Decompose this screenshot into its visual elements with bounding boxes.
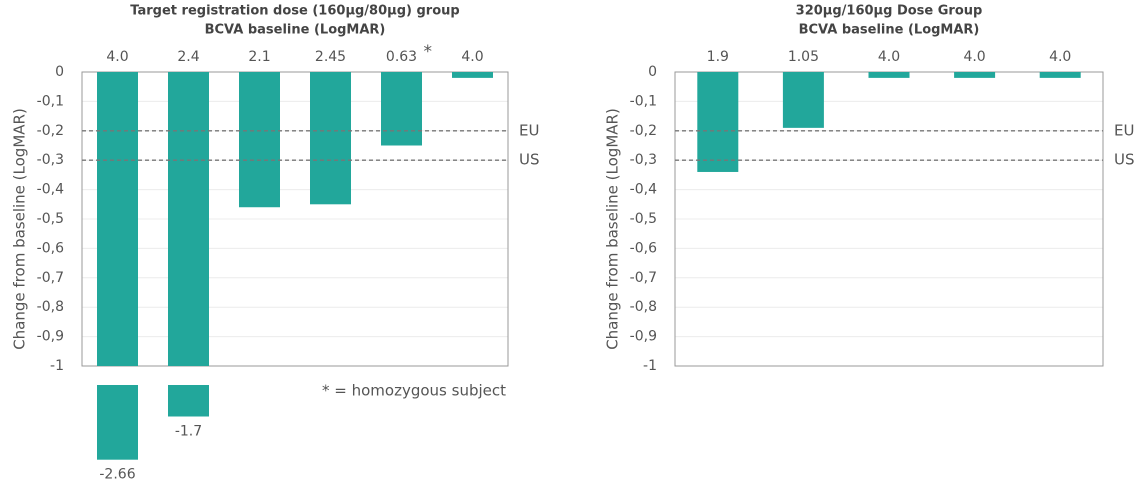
y-axis-label: Change from baseline (LogMAR) [11, 108, 29, 350]
y-tick-label: -0,5 [630, 211, 657, 227]
bar [168, 72, 209, 366]
category-label: 4.0 [963, 49, 985, 65]
value-label: -1.7 [175, 424, 202, 440]
y-tick-label: -1 [50, 358, 64, 374]
y-tick-label: -0,6 [37, 240, 64, 256]
category-label: 2.1 [248, 49, 270, 65]
bar-break-segment [97, 385, 138, 460]
y-tick-label: -0,7 [37, 270, 64, 286]
bar [697, 72, 739, 172]
category-label: 4.0 [1049, 49, 1071, 65]
y-tick-label: -0,9 [630, 329, 657, 345]
plot-frame [81, 71, 509, 367]
category-label: 4.0 [106, 49, 128, 65]
y-tick-label: 0 [648, 64, 657, 80]
bar [1039, 72, 1081, 78]
bar [868, 72, 910, 78]
y-tick-label: -0,3 [37, 152, 64, 168]
chart-title: 320µg/160µg Dose Group [796, 4, 983, 19]
bar-break-segment [168, 385, 209, 417]
y-tick-label: -0,3 [630, 152, 657, 168]
y-tick-label: -0,8 [630, 299, 657, 315]
footnote-text: * = homozygous subject [322, 382, 506, 400]
reference-label: EU [1114, 121, 1134, 139]
y-tick-label: -0,7 [630, 270, 657, 286]
category-label: 2.45 [315, 49, 346, 65]
bar [954, 72, 996, 78]
y-tick-label: -0,2 [630, 123, 657, 139]
y-tick-label: -0,4 [37, 182, 64, 198]
y-axis-label: Change from baseline (LogMAR) [604, 108, 622, 350]
bar [97, 72, 138, 366]
category-label: 1.9 [707, 49, 729, 65]
category-label: 4.0 [461, 49, 483, 65]
bar [452, 72, 493, 78]
category-label: 2.4 [177, 49, 199, 65]
chart-subtitle: BCVA baseline (LogMAR) [205, 23, 386, 38]
bar [310, 72, 351, 205]
y-tick-label: -0,1 [630, 93, 657, 109]
y-tick-label: 0 [55, 64, 64, 80]
category-label: 1.05 [788, 49, 819, 65]
y-tick-label: -0,9 [37, 329, 64, 345]
bar [381, 72, 422, 146]
reference-label: EU [519, 121, 539, 139]
category-label: 0.63 [386, 49, 417, 65]
reference-label: US [1114, 151, 1135, 169]
footnote-mark: * [424, 42, 433, 62]
y-tick-label: -0,2 [37, 123, 64, 139]
value-label: -2.66 [99, 467, 135, 483]
chart-subtitle: BCVA baseline (LogMAR) [799, 23, 980, 38]
category-label: 4.0 [878, 49, 900, 65]
y-tick-label: -0,6 [630, 240, 657, 256]
y-tick-label: -0,8 [37, 299, 64, 315]
y-tick-label: -0,5 [37, 211, 64, 227]
chart-title: Target registration dose (160µg/80µg) gr… [130, 4, 459, 19]
y-tick-label: -1 [643, 358, 657, 374]
reference-label: US [519, 151, 540, 169]
y-tick-label: -0,1 [37, 93, 64, 109]
bar [239, 72, 280, 208]
bar [782, 72, 824, 128]
y-tick-label: -0,4 [630, 182, 657, 198]
